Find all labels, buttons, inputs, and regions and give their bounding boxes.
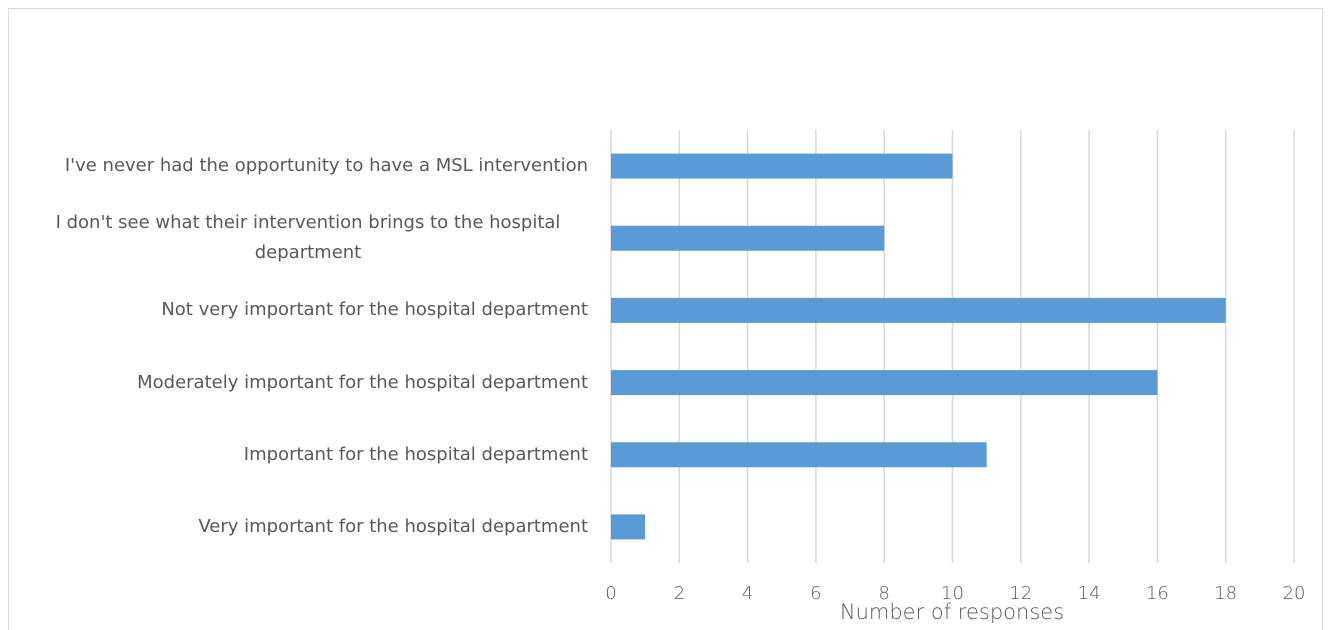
y-tick-label: Not very important for the hospital depa… [161,299,588,321]
chart-border [8,8,1323,630]
y-tick-label: Moderately important for the hospital de… [137,371,588,393]
x-tick-label: 18 [1214,583,1237,604]
y-tick-label-box: Very important for the hospital departme… [0,512,588,542]
y-tick-label-box: Not very important for the hospital depa… [0,295,588,325]
bar [611,370,1158,396]
x-tick-label: 8 [878,583,889,604]
y-tick-label-box: Moderately important for the hospital de… [0,368,588,398]
x-axis-label: Number of responses [840,600,1064,624]
x-tick-label: 16 [1146,583,1169,604]
bar [611,225,885,251]
y-tick-label: Important for the hospital department [243,443,588,465]
bar [611,442,987,468]
y-tick-label-box: I've never had the opportunity to have a… [0,151,588,181]
bar [611,153,953,179]
y-tick-label: I don't see what their intervention brin… [55,212,561,264]
x-tick-label: 4 [742,583,753,604]
x-tick-label: 20 [1283,583,1306,604]
y-tick-label-box: Important for the hospital department [0,440,588,470]
x-tick-label: 6 [810,583,821,604]
y-tick-label: I've never had the opportunity to have a… [64,155,588,177]
y-tick-label: Very important for the hospital departme… [198,515,588,537]
x-tick-label: 2 [674,583,685,604]
x-tick-label: 10 [941,583,964,604]
x-tick-label: 0 [605,583,616,604]
x-tick-label: 14 [1078,583,1101,604]
bar [611,514,646,540]
bar [611,297,1226,323]
y-tick-label-box: I don't see what their intervention brin… [0,208,588,268]
x-tick-label: 12 [1009,583,1032,604]
